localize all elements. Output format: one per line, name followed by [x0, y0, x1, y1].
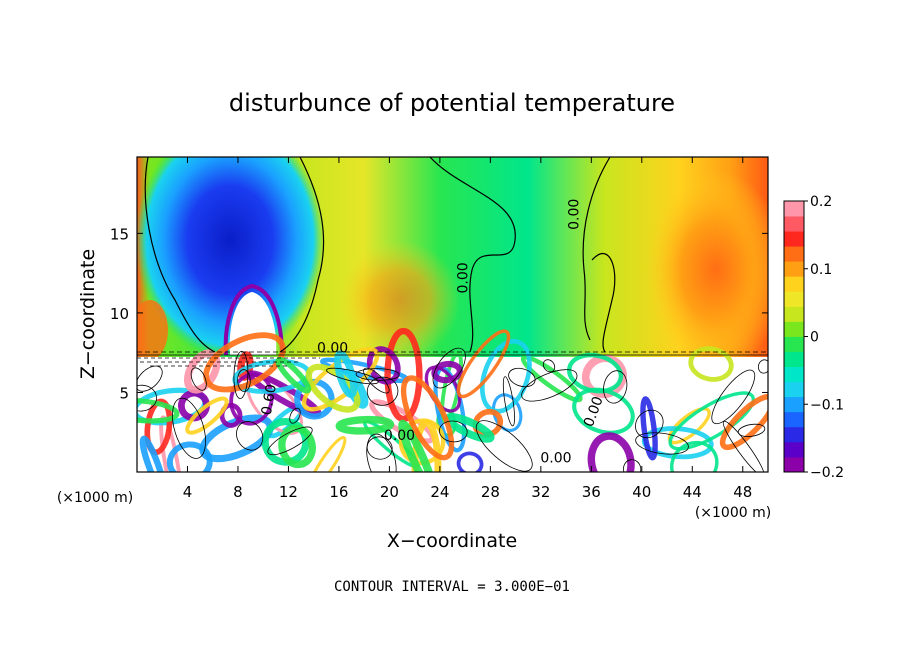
colorbar: 0.2 0.1 0 −0.1 −0.2 — [783, 194, 844, 481]
x-tick-label: 36 — [582, 483, 601, 501]
colorbar-swatch — [784, 231, 804, 247]
x-tick-label: 24 — [430, 483, 449, 501]
colorbar-swatch — [784, 456, 804, 473]
colorbar-tick-label: 0.2 — [810, 194, 832, 210]
x-tick-label: 12 — [279, 483, 298, 501]
colorbar-swatch — [784, 306, 804, 322]
y-axis: 5 10 15 — [110, 225, 768, 402]
x-axis: 4 8 12 16 20 24 28 32 36 40 44 48 — [183, 157, 752, 501]
x-tick-label: 20 — [380, 483, 399, 501]
contour-label: 0.00 — [384, 428, 415, 444]
contour-label: 0.00 — [567, 199, 583, 230]
colorbar-tick-label: 0.1 — [810, 262, 832, 278]
x-axis-label: X−coordinate — [387, 530, 517, 552]
x-unit-left: (×1000 m) — [57, 490, 133, 506]
colorbar-swatch — [784, 291, 804, 307]
y-axis-label: Z−coordinate — [77, 249, 99, 379]
x-tick-label: 8 — [233, 483, 243, 501]
x-unit-right: (×1000 m) — [695, 505, 771, 521]
colorbar-swatch — [784, 246, 804, 262]
x-tick-label: 48 — [733, 483, 752, 501]
contour-interval-note: CONTOUR INTERVAL = 3.000E−01 — [334, 579, 570, 595]
colorbar-swatch — [784, 351, 804, 368]
colorbar-swatch — [784, 381, 804, 398]
colorbar-swatch — [784, 321, 804, 337]
colorbar-swatch — [784, 201, 804, 217]
colorbar-swatch — [784, 426, 804, 443]
colorbar-swatch — [784, 261, 804, 277]
contour-label: 0.60 — [259, 383, 280, 416]
colorbar-tick-label: −0.1 — [810, 397, 844, 413]
colorbar-swatch — [784, 366, 804, 383]
x-tick-label: 16 — [329, 483, 348, 501]
contour-label: 0.00 — [540, 450, 571, 466]
colorbar-swatch — [784, 396, 804, 413]
colorbar-swatch — [784, 276, 804, 292]
colorbar-swatch — [784, 441, 804, 458]
x-tick-label: 44 — [683, 483, 702, 501]
y-tick-label: 5 — [119, 384, 129, 402]
chart-title: disturbunce of potential temperature — [229, 89, 675, 117]
colorbar-tick-label: 0 — [810, 330, 819, 346]
plot-frame — [136, 156, 769, 473]
x-tick-label: 4 — [183, 483, 193, 501]
x-tick-label: 32 — [531, 483, 550, 501]
y-tick-label: 10 — [110, 305, 129, 323]
colorbar-swatch — [784, 216, 804, 232]
colorbar-swatch — [784, 336, 804, 352]
colorbar-tick-label: −0.2 — [810, 465, 844, 481]
contour-label: 0.00 — [317, 341, 348, 357]
contour-labels: 0.000.000.000.000.000.60 0.00 — [259, 199, 607, 467]
contour-label: 0.00 — [456, 262, 472, 293]
colorbar-swatch — [784, 411, 804, 428]
x-tick-label: 28 — [481, 483, 500, 501]
x-tick-label: 40 — [632, 483, 651, 501]
y-tick-label: 15 — [110, 225, 129, 243]
heatmap-field — [137, 157, 768, 472]
